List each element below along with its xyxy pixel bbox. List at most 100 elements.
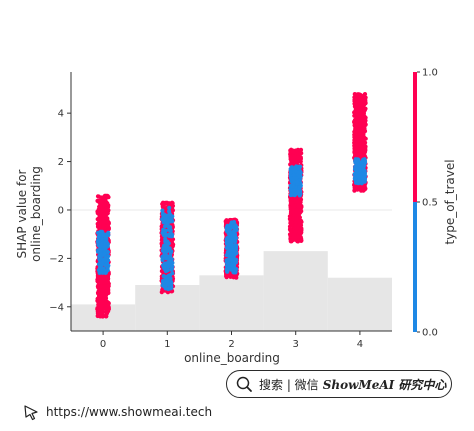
scatter-point bbox=[352, 133, 357, 138]
scatter-point bbox=[225, 242, 230, 247]
colorbar-tick-label: 1.0 bbox=[422, 68, 438, 79]
scatter-point bbox=[228, 248, 233, 253]
scatter-point bbox=[233, 243, 239, 248]
scatter-point bbox=[170, 201, 175, 206]
scatter-point bbox=[297, 148, 303, 153]
scatter-point bbox=[167, 259, 172, 264]
scatter-point bbox=[95, 298, 100, 303]
x-tick-label: 0 bbox=[100, 339, 106, 350]
x-axis-ticks: 0 1 2 3 4 bbox=[100, 331, 363, 350]
scatter-point bbox=[290, 149, 295, 154]
scatter-point bbox=[161, 249, 167, 254]
scatter-point bbox=[231, 263, 236, 268]
scatter-point bbox=[169, 281, 174, 286]
scatter-point bbox=[97, 210, 102, 215]
scatter-point bbox=[288, 154, 293, 159]
x-tick-label: 4 bbox=[357, 339, 363, 350]
scatter-point bbox=[353, 97, 358, 102]
scatter-point bbox=[163, 228, 168, 233]
y-tick-label: 4 bbox=[58, 109, 64, 120]
scatter-point bbox=[361, 146, 366, 151]
scatter-point bbox=[100, 310, 105, 315]
scatter-point bbox=[296, 154, 301, 159]
scatter-point bbox=[95, 274, 100, 280]
scatter-point bbox=[98, 265, 103, 270]
scatter-point bbox=[352, 176, 357, 181]
scatter-point bbox=[170, 271, 175, 276]
scatter-point bbox=[359, 116, 364, 121]
scatter-point bbox=[103, 245, 108, 250]
scatter-point bbox=[104, 256, 109, 261]
watermark-url: https://www.showmeai.tech bbox=[46, 405, 213, 419]
scatter-point bbox=[354, 187, 360, 192]
scatter-point bbox=[166, 241, 171, 246]
scatter-point bbox=[352, 138, 357, 143]
scatter-point bbox=[357, 143, 362, 148]
scatter-point bbox=[353, 107, 358, 112]
scatter-point bbox=[95, 311, 100, 316]
search-icon bbox=[236, 376, 252, 392]
scatter-point bbox=[100, 288, 105, 293]
scatter-point bbox=[293, 229, 298, 234]
scatter-point bbox=[169, 286, 174, 291]
scatter-point bbox=[161, 280, 166, 285]
scatter-point bbox=[98, 242, 103, 247]
scatter-point bbox=[299, 238, 304, 243]
x-axis-title: online_boarding bbox=[184, 351, 280, 365]
scatter-point bbox=[228, 224, 233, 229]
scatter-point bbox=[99, 283, 104, 288]
scatter-point bbox=[101, 277, 106, 282]
scatter-point bbox=[291, 237, 296, 242]
scatter-point bbox=[353, 93, 358, 98]
scatter-point bbox=[162, 201, 167, 206]
scatter-point bbox=[164, 256, 169, 261]
y-tick-label: 2 bbox=[58, 157, 64, 168]
scatter-point bbox=[224, 245, 229, 250]
scatter-point bbox=[358, 107, 363, 112]
scatter-point bbox=[288, 228, 293, 233]
scatter-point bbox=[97, 204, 103, 209]
scatter-point bbox=[165, 268, 170, 273]
scatter-point bbox=[160, 208, 165, 213]
scatter-point bbox=[297, 229, 302, 235]
histogram-bar bbox=[327, 277, 392, 331]
scatter-point bbox=[352, 146, 357, 151]
cursor-icon bbox=[24, 405, 38, 421]
colorbar-tick-label: 0.5 bbox=[422, 198, 438, 209]
scatter-point bbox=[101, 198, 106, 203]
x-tick-label: 3 bbox=[293, 339, 299, 350]
scatter-point bbox=[290, 184, 295, 189]
scatter-point bbox=[288, 201, 293, 206]
scatter-point bbox=[299, 204, 304, 209]
y-axis-title-line2: online_boarding bbox=[29, 166, 43, 262]
scatter-point bbox=[97, 254, 102, 259]
y-axis-title-group: SHAP value for online_boarding bbox=[15, 166, 43, 262]
y-axis-title-line1: SHAP value for bbox=[15, 169, 29, 258]
scatter-point bbox=[362, 92, 368, 97]
scatter-point bbox=[106, 307, 111, 312]
scatter-point bbox=[225, 219, 230, 224]
colorbar-label: type_of_travel bbox=[443, 159, 457, 244]
scatter-point bbox=[296, 170, 301, 175]
scatter-point bbox=[357, 163, 362, 168]
scatter-point bbox=[166, 248, 172, 253]
scatter-point bbox=[161, 265, 166, 270]
scatter-point bbox=[97, 257, 102, 262]
histogram-bar bbox=[263, 251, 328, 331]
colorbar bbox=[413, 72, 417, 332]
scatter-point bbox=[361, 158, 366, 163]
y-tick-label: −2 bbox=[49, 254, 64, 265]
watermark-search-text: 搜索 | 微信 bbox=[259, 377, 319, 392]
x-tick-label: 2 bbox=[228, 339, 234, 350]
scatter-point bbox=[299, 209, 304, 214]
scatter-point bbox=[354, 142, 359, 147]
scatter-point bbox=[295, 179, 300, 185]
watermark-badge: 搜索 | 微信 ShowMeAI 研究中心 bbox=[226, 370, 452, 398]
x-tick-label: 1 bbox=[164, 339, 170, 350]
scatter-point bbox=[226, 261, 231, 266]
scatter-point bbox=[293, 223, 298, 228]
scatter-point bbox=[296, 204, 301, 209]
scatter-point bbox=[293, 220, 298, 225]
scatter-point bbox=[233, 235, 239, 241]
